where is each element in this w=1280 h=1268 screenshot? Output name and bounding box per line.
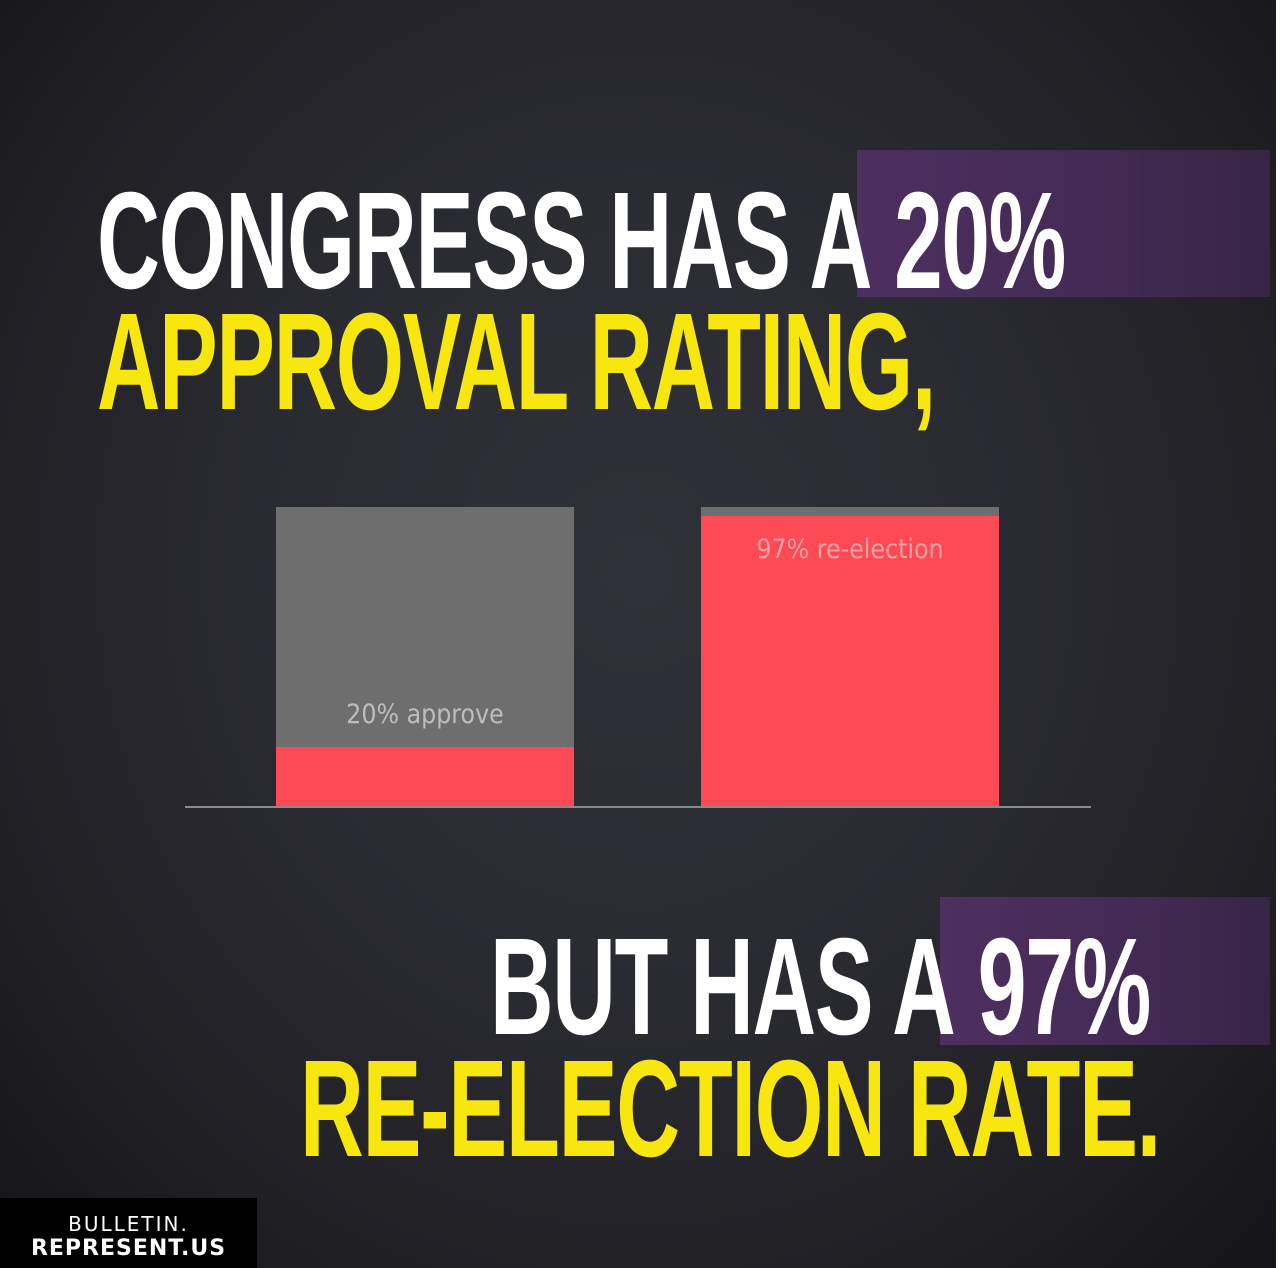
- headline-highlight-97: 97%: [977, 910, 1152, 1064]
- data-label-approval: 20% approve: [346, 699, 504, 730]
- logo-line2: REPRESENT.US: [30, 1236, 227, 1261]
- headline-line1: CONGRESS HAS A 20%: [97, 172, 1066, 310]
- headline-line1-prefix: CONGRESS HAS A: [97, 164, 872, 318]
- chart-baseline: [185, 806, 1091, 808]
- headline-line2: APPROVAL RATING,: [97, 285, 936, 439]
- logo: BULLETIN. REPRESENT.US: [0, 1198, 257, 1268]
- highlight-box-20: [857, 150, 1270, 297]
- bar-approval: [276, 747, 574, 807]
- highlight-box-97: [940, 897, 1270, 1045]
- data-label-re-election: 97% re-election: [756, 534, 944, 565]
- headline-line3-prefix: BUT HAS A: [490, 910, 956, 1064]
- bar-re-election: [701, 516, 999, 807]
- headline-line4: RE-ELECTION RATE.: [300, 1032, 1161, 1186]
- headline-highlight-20: 20%: [894, 164, 1066, 318]
- headline-line3: BUT HAS A 97%: [490, 918, 1151, 1056]
- logo-line1: BULLETIN.: [68, 1212, 189, 1236]
